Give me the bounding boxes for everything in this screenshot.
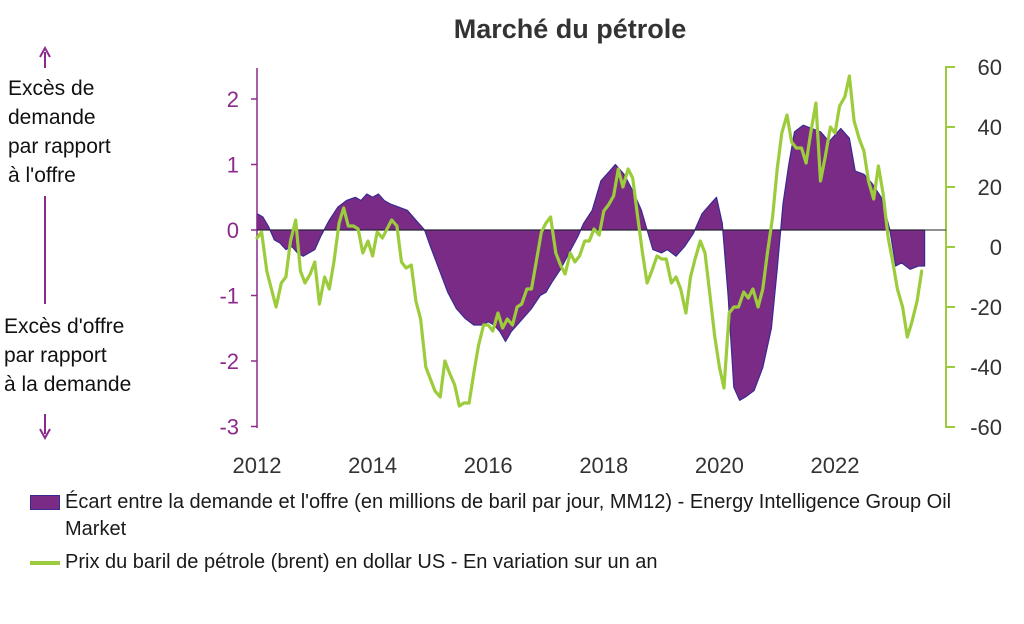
- annotation-line: Excès d'offre: [4, 315, 125, 338]
- annotation-line: par rapport: [8, 135, 111, 158]
- annotation-excess-supply: Excès d'offre par rapport à la demande: [4, 312, 131, 399]
- annotation-line: à l'offre: [8, 164, 76, 187]
- series-brent-line: [255, 74, 924, 408]
- arrow-up-icon: [39, 45, 51, 58]
- legend-swatch-area: [30, 495, 60, 510]
- right-tick-label: 60: [978, 55, 1002, 80]
- left-tick-label: -1: [219, 284, 239, 309]
- x-tick-label: 2020: [695, 453, 744, 478]
- legend: Écart entre la demande et l'offre (en mi…: [30, 489, 1015, 576]
- right-tick-label: 40: [978, 115, 1002, 140]
- x-tick-label: 2016: [464, 453, 513, 478]
- right-tick-label: 20: [978, 175, 1002, 200]
- annotation-line: à la demande: [4, 373, 132, 396]
- annotation-line: Excès de: [8, 77, 95, 100]
- annotation-line: demande: [8, 106, 96, 129]
- annotation-line: par rapport: [4, 344, 107, 367]
- x-tick-label: 2012: [233, 453, 282, 478]
- legend-label-price: Prix du baril de pétrole (brent) en doll…: [65, 551, 658, 573]
- left-tick-label: 2: [227, 87, 239, 112]
- series-gap-area: [256, 124, 926, 401]
- legend-item-price: Prix du baril de pétrole (brent) en doll…: [30, 549, 1015, 576]
- chart-title: Marché du pétrole: [454, 14, 687, 44]
- x-tick-label: 2014: [348, 453, 397, 478]
- right-tick-label: -40: [970, 355, 1002, 380]
- x-tick-label: 2022: [811, 453, 860, 478]
- x-tick-label: 2018: [579, 453, 628, 478]
- left-tick-label: -3: [219, 415, 239, 440]
- legend-label-gap: Écart entre la demande et l'offre (en mi…: [65, 491, 952, 540]
- right-tick-label: -20: [970, 295, 1002, 320]
- annotation-excess-demand: Excès de demande par rapport à l'offre: [8, 74, 111, 190]
- arrow-down-icon: [39, 428, 51, 441]
- left-tick-label: -2: [219, 349, 239, 374]
- legend-item-gap: Écart entre la demande et l'offre (en mi…: [30, 489, 1015, 543]
- legend-swatch-line: [30, 561, 60, 565]
- right-tick-label: -60: [970, 415, 1002, 440]
- right-tick-label: 0: [990, 235, 1002, 260]
- left-tick-label: 1: [227, 153, 239, 178]
- left-tick-label: 0: [227, 218, 239, 243]
